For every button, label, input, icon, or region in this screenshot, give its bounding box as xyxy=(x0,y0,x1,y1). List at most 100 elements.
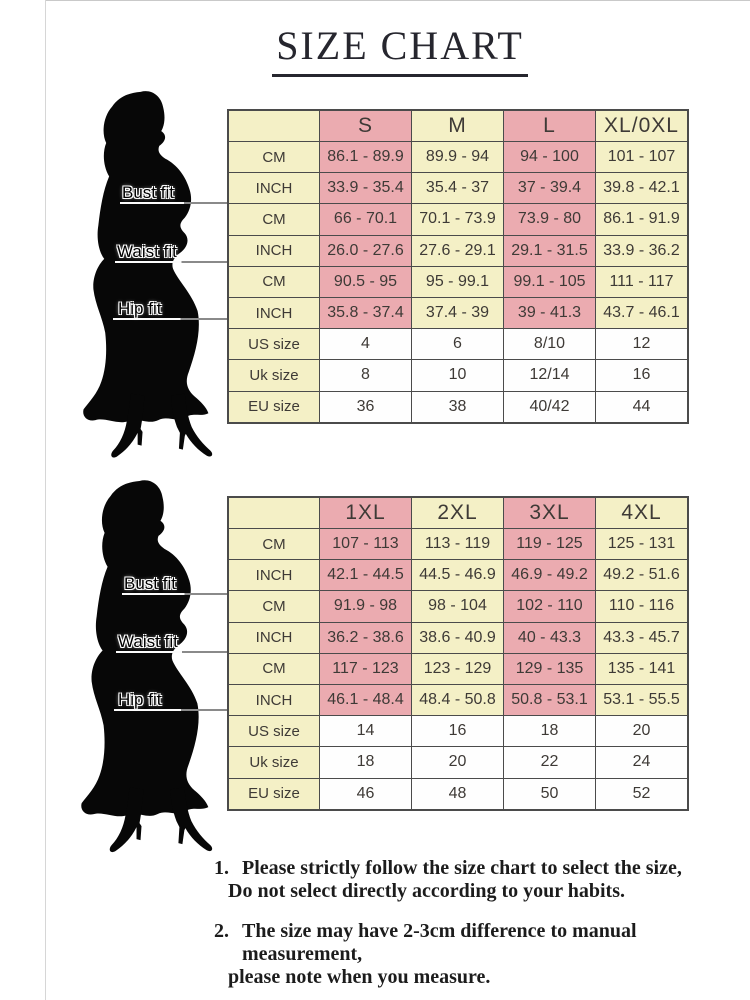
value-cell: 8/10 xyxy=(503,328,595,360)
note-number: 2. xyxy=(214,920,229,942)
value-cell: 123 - 129 xyxy=(411,652,503,684)
hip-measure-line xyxy=(113,318,236,320)
value-cell: 86.1 - 91.9 xyxy=(595,203,687,235)
bust-measure-line xyxy=(120,202,236,204)
row-label-cm: CM xyxy=(229,528,319,560)
waist-measure-line xyxy=(116,651,236,653)
value-cell: 36 xyxy=(319,390,411,422)
row-label-inch: INCH xyxy=(229,621,319,653)
waist-fit-label: Waist fit xyxy=(118,632,178,651)
value-cell: 39.8 - 42.1 xyxy=(595,172,687,204)
value-cell: 90.5 - 95 xyxy=(319,265,411,297)
value-cell: 99.1 - 105 xyxy=(503,265,595,297)
value-cell: 43.7 - 46.1 xyxy=(595,296,687,329)
value-cell: 101 - 107 xyxy=(595,141,687,173)
size-header-3xl: 3XL xyxy=(503,498,595,528)
value-cell: 102 - 110 xyxy=(503,590,595,622)
note-line: Do not select directly according to your… xyxy=(228,880,626,902)
woman-silhouette-icon xyxy=(60,88,232,478)
value-cell: 37 - 39.4 xyxy=(503,172,595,204)
value-cell: 98 - 104 xyxy=(411,590,503,622)
row-label-cm: CM xyxy=(229,652,319,684)
value-cell: 18 xyxy=(319,746,411,778)
row-label-eu-size: EU size xyxy=(229,390,319,422)
value-cell: 40/42 xyxy=(503,390,595,422)
value-cell: 44.5 - 46.9 xyxy=(411,559,503,591)
value-cell: 43.3 - 45.7 xyxy=(595,621,687,653)
value-cell: 53.1 - 55.5 xyxy=(595,683,687,716)
size-header-l: L xyxy=(503,111,595,141)
value-cell: 52 xyxy=(595,777,687,809)
value-cell: 20 xyxy=(595,715,687,747)
value-cell: 46.9 - 49.2 xyxy=(503,559,595,591)
value-cell: 49.2 - 51.6 xyxy=(595,559,687,591)
row-label-uk-size: Uk size xyxy=(229,359,319,391)
value-cell: 86.1 - 89.9 xyxy=(319,141,411,173)
value-cell: 22 xyxy=(503,746,595,778)
value-cell: 40 - 43.3 xyxy=(503,621,595,653)
note-item: 1. Please strictly follow the size chart … xyxy=(214,857,750,903)
page-top-border xyxy=(45,0,750,1)
value-cell: 10 xyxy=(411,359,503,391)
size-table-plus: 1XL 2XL 3XL 4XL CM 107 - 113 113 - 119 119 - 12… xyxy=(227,496,689,811)
value-cell: 12 xyxy=(595,328,687,360)
row-label-cm: CM xyxy=(229,265,319,297)
size-header-m: M xyxy=(411,111,503,141)
value-cell: 24 xyxy=(595,746,687,778)
note-line: Please strictly follow the size chart to… xyxy=(242,857,682,879)
page-title: SIZE CHART xyxy=(276,23,524,68)
page-left-border xyxy=(45,0,46,1000)
size-header-s: S xyxy=(319,111,411,141)
value-cell: 4 xyxy=(319,328,411,360)
value-cell: 110 - 116 xyxy=(595,590,687,622)
value-cell: 91.9 - 98 xyxy=(319,590,411,622)
waist-fit-label: Waist fit xyxy=(117,242,177,261)
row-label-cm: CM xyxy=(229,590,319,622)
bust-fit-label: Bust fit xyxy=(124,574,176,593)
bust-measure-line xyxy=(122,593,236,595)
value-cell: 66 - 70.1 xyxy=(319,203,411,235)
value-cell: 6 xyxy=(411,328,503,360)
hip-fit-label: Hip fit xyxy=(118,690,162,709)
row-label-cm: CM xyxy=(229,141,319,173)
value-cell: 95 - 99.1 xyxy=(411,265,503,297)
row-label-uk-size: Uk size xyxy=(229,746,319,778)
value-cell: 38.6 - 40.9 xyxy=(411,621,503,653)
value-cell: 48 xyxy=(411,777,503,809)
row-label-us-size: US size xyxy=(229,328,319,360)
value-cell: 89.9 - 94 xyxy=(411,141,503,173)
value-cell: 27.6 - 29.1 xyxy=(411,234,503,266)
waist-measure-line xyxy=(115,261,236,263)
row-label-us-size: US size xyxy=(229,715,319,747)
note-line: please note when you measure. xyxy=(228,966,491,988)
value-cell: 33.9 - 36.2 xyxy=(595,234,687,266)
value-cell: 125 - 131 xyxy=(595,528,687,560)
value-cell: 8 xyxy=(319,359,411,391)
value-cell: 39 - 41.3 xyxy=(503,296,595,329)
value-cell: 129 - 135 xyxy=(503,652,595,684)
value-cell: 46 xyxy=(319,777,411,809)
value-cell: 36.2 - 38.6 xyxy=(319,621,411,653)
row-label-cm: CM xyxy=(229,203,319,235)
value-cell: 14 xyxy=(319,715,411,747)
hip-measure-line xyxy=(114,709,236,711)
value-cell: 35.4 - 37 xyxy=(411,172,503,204)
row-label-inch: INCH xyxy=(229,559,319,591)
size-header-1xl: 1XL xyxy=(319,498,411,528)
value-cell: 48.4 - 50.8 xyxy=(411,683,503,716)
value-cell: 26.0 - 27.6 xyxy=(319,234,411,266)
corner-cell xyxy=(229,498,319,528)
value-cell: 70.1 - 73.9 xyxy=(411,203,503,235)
note-number: 1. xyxy=(214,857,229,879)
value-cell: 16 xyxy=(595,359,687,391)
title-block: SIZE CHART xyxy=(272,22,528,77)
value-cell: 111 - 117 xyxy=(595,265,687,297)
value-cell: 50 xyxy=(503,777,595,809)
value-cell: 37.4 - 39 xyxy=(411,296,503,329)
value-cell: 29.1 - 31.5 xyxy=(503,234,595,266)
note-line: The size may have 2-3cm difference to ma… xyxy=(242,920,637,965)
value-cell: 16 xyxy=(411,715,503,747)
corner-cell xyxy=(229,111,319,141)
value-cell: 38 xyxy=(411,390,503,422)
